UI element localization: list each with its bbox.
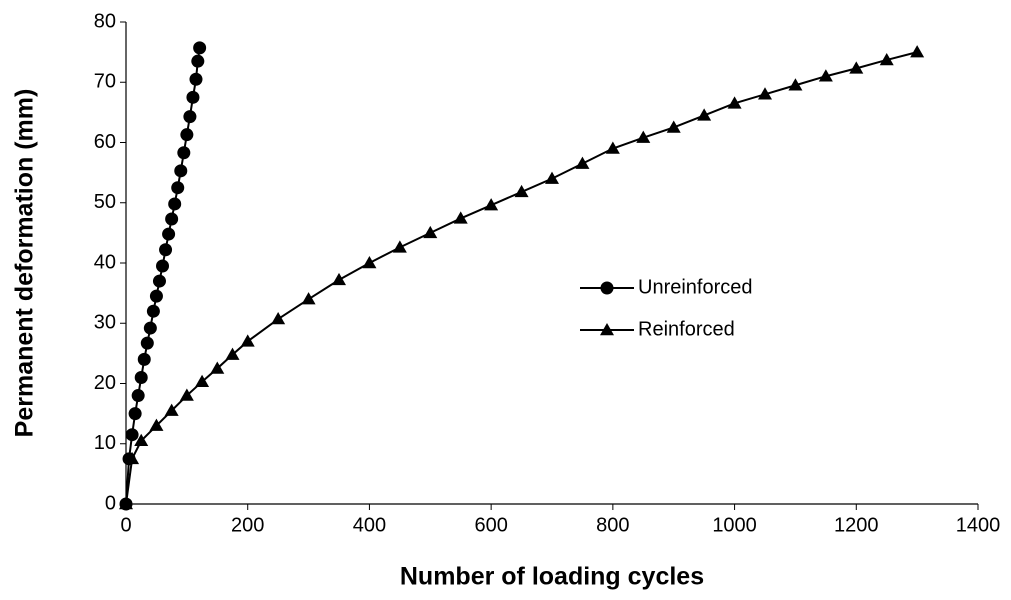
data-point	[125, 451, 140, 465]
data-point	[186, 90, 200, 104]
data-point	[183, 110, 197, 124]
data-point	[545, 171, 559, 184]
data-point	[159, 243, 173, 257]
data-point	[332, 272, 346, 286]
data-point	[271, 312, 286, 325]
y-tick-label: 50	[94, 191, 116, 213]
data-point	[818, 69, 833, 82]
x-tick-label: 1000	[712, 514, 757, 536]
data-point	[174, 164, 188, 178]
data-point	[177, 146, 191, 160]
x-tick-label: 600	[474, 514, 507, 536]
data-point	[137, 352, 151, 366]
x-tick-label: 0	[120, 514, 131, 536]
data-point	[125, 428, 139, 442]
data-point	[758, 87, 772, 100]
legend-marker	[600, 323, 614, 336]
data-point	[210, 361, 225, 374]
data-point	[140, 336, 154, 350]
data-point	[189, 72, 203, 86]
y-tick-label: 60	[94, 131, 116, 153]
x-axis-title: Number of loading cycles	[400, 563, 704, 591]
data-point	[168, 197, 182, 211]
data-point	[362, 256, 377, 269]
data-point	[910, 45, 925, 58]
data-point	[636, 130, 651, 143]
data-point	[180, 128, 194, 142]
x-tick-label: 1200	[834, 514, 879, 536]
data-point	[666, 120, 681, 133]
data-point	[697, 108, 712, 121]
x-tick-label: 400	[353, 514, 386, 536]
data-point	[128, 407, 142, 421]
legend-marker	[600, 281, 614, 295]
data-point	[149, 418, 164, 431]
data-point	[146, 304, 160, 318]
y-tick-label: 30	[94, 312, 116, 334]
x-tick-label: 200	[231, 514, 264, 536]
data-point	[788, 78, 803, 91]
data-point	[484, 198, 499, 211]
data-point	[453, 211, 468, 224]
data-point	[849, 61, 864, 74]
data-point	[134, 433, 149, 446]
legend-label: Unreinforced	[638, 276, 753, 298]
data-point	[879, 52, 894, 66]
y-axis-title: Permanent deformation (mm)	[11, 89, 39, 438]
data-point	[575, 156, 590, 169]
y-tick-label: 40	[94, 251, 116, 273]
legend-label: Reinforced	[638, 318, 735, 340]
data-point	[301, 292, 316, 305]
data-point	[162, 227, 176, 241]
data-point	[727, 96, 742, 109]
y-tick-label: 70	[94, 71, 116, 93]
data-point	[143, 321, 157, 335]
data-point	[152, 274, 166, 288]
data-point	[164, 403, 179, 416]
x-tick-label: 1400	[956, 514, 1001, 536]
data-point	[119, 497, 133, 510]
data-point	[423, 225, 438, 239]
data-point	[225, 347, 240, 360]
data-point	[149, 289, 163, 303]
data-point	[195, 374, 210, 387]
data-point	[156, 259, 170, 273]
data-point	[191, 54, 205, 68]
series-line	[125, 51, 918, 505]
data-point	[514, 184, 529, 198]
data-point	[165, 212, 179, 226]
data-point	[171, 181, 185, 195]
data-point	[240, 334, 255, 347]
data-point	[134, 370, 148, 384]
x-tick-label: 800	[596, 514, 629, 536]
y-tick-label: 0	[105, 492, 116, 514]
y-tick-label: 10	[94, 432, 116, 454]
data-point	[179, 388, 194, 401]
y-tick-label: 80	[94, 10, 116, 32]
data-point	[193, 41, 207, 55]
data-point	[605, 141, 620, 154]
data-point	[392, 240, 407, 253]
data-point	[131, 389, 145, 403]
y-tick-label: 20	[94, 372, 116, 394]
